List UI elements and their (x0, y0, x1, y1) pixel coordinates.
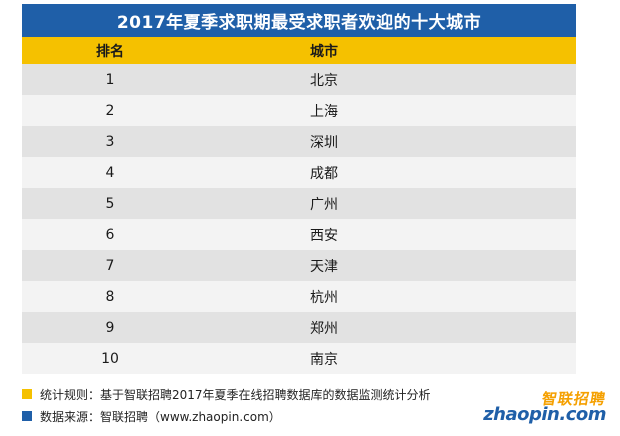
table-row: 7 天津 (22, 250, 576, 281)
table-row: 6 西安 (22, 219, 576, 250)
rank-cell: 2 (105, 102, 115, 119)
ranking-table: 排名 城市 1 北京 2 上海 3 深圳 4 成都 5 广州 6 西安 7 天津 (22, 37, 576, 374)
table-row: 3 深圳 (22, 126, 576, 157)
city-cell: 郑州 (310, 320, 338, 337)
city-cell: 北京 (310, 72, 338, 89)
source-note: 数据来源：智联招聘（www.zhaopin.com） (22, 407, 582, 425)
rank-cell: 6 (105, 226, 115, 243)
table-row: 8 杭州 (22, 281, 576, 312)
city-cell: 广州 (310, 196, 338, 213)
rank-cell: 8 (105, 288, 115, 305)
rank-cell: 3 (105, 133, 115, 150)
footer-notes: 统计规则：基于智联招聘2017年夏季在线招聘数据库的数据监测统计分析 数据来源：… (22, 385, 582, 429)
city-cell: 深圳 (310, 134, 338, 151)
city-cell: 天津 (310, 258, 338, 275)
rule-text: 统计规则：基于智联招聘2017年夏季在线招聘数据库的数据监测统计分析 (40, 387, 431, 402)
yellow-square-icon (22, 389, 32, 399)
rank-cell: 4 (105, 164, 115, 181)
rank-cell: 1 (105, 71, 115, 88)
city-cell: 上海 (310, 103, 338, 120)
city-cell: 成都 (310, 165, 338, 182)
rank-cell: 9 (105, 319, 115, 336)
rank-cell: 10 (101, 350, 119, 367)
table-body: 1 北京 2 上海 3 深圳 4 成都 5 广州 6 西安 7 天津 8 杭州 (22, 64, 576, 374)
rank-cell: 7 (105, 257, 115, 274)
blue-square-icon (22, 411, 32, 421)
header-rank: 排名 (96, 43, 124, 60)
logo-en-text: zhaopin.com (483, 404, 606, 425)
table-row: 9 郑州 (22, 312, 576, 343)
rule-note: 统计规则：基于智联招聘2017年夏季在线招聘数据库的数据监测统计分析 (22, 385, 582, 403)
rank-cell: 5 (105, 195, 115, 212)
table-row: 10 南京 (22, 343, 576, 374)
header-city: 城市 (310, 43, 338, 60)
table-row: 4 成都 (22, 157, 576, 188)
city-cell: 西安 (310, 227, 338, 244)
zhaopin-logo: 智联招聘 zhaopin.com (483, 388, 610, 432)
table-row: 1 北京 (22, 64, 576, 95)
table-header: 排名 城市 (22, 37, 576, 64)
city-cell: 杭州 (310, 289, 338, 306)
chart-title: 2017年夏季求职期最受求职者欢迎的十大城市 (22, 4, 576, 37)
source-text: 数据来源：智联招聘（www.zhaopin.com） (40, 409, 281, 424)
city-cell: 南京 (310, 351, 338, 368)
table-row: 5 广州 (22, 188, 576, 219)
table-row: 2 上海 (22, 95, 576, 126)
